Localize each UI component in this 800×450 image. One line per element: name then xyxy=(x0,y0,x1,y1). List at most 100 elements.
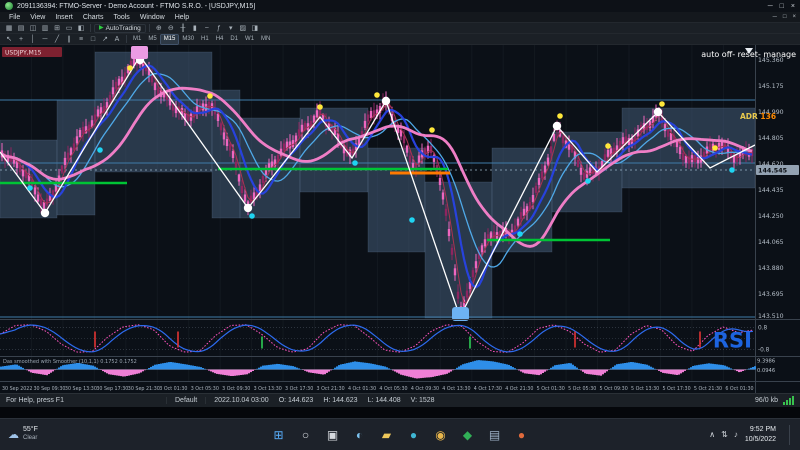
timeframe-d1[interactable]: D1 xyxy=(230,36,239,42)
task-view-icon[interactable]: ▣ xyxy=(326,427,339,442)
maximize-button[interactable]: □ xyxy=(779,2,784,10)
status-profile[interactable]: Default xyxy=(166,397,205,404)
status-volume: V: 1528 xyxy=(410,397,435,404)
text-label-icon[interactable]: A xyxy=(114,35,120,43)
chart-canvas[interactable]: 145.360 145.175 144.990 144.805 144.620 144.4… xyxy=(0,45,800,393)
close-button[interactable]: × xyxy=(790,2,795,10)
level-lines-layer xyxy=(0,99,755,318)
timeframe-h1[interactable]: H1 xyxy=(201,36,209,42)
cursor-icon[interactable]: ↖ xyxy=(6,36,12,43)
chart-shift-marker[interactable] xyxy=(745,48,753,54)
candle-mode-icon[interactable]: ▮ xyxy=(192,25,197,32)
time-label: 6 Oct 01:30 xyxy=(725,386,753,392)
metaeditor-icon[interactable]: ◨ xyxy=(251,25,259,32)
line-mode-icon[interactable]: ~ xyxy=(204,24,209,32)
signal-dot-cyan xyxy=(352,160,358,166)
chart-minimize-button[interactable]: ─ xyxy=(772,14,777,20)
volume-icon[interactable]: ♪ xyxy=(733,430,738,439)
terminal-icon[interactable]: ▭ xyxy=(65,25,73,32)
time-label: 3 Oct 21:30 xyxy=(317,386,345,392)
app-misc-icon[interactable]: ● xyxy=(517,427,526,442)
minimize-button[interactable]: ─ xyxy=(767,2,773,10)
data-window-icon[interactable]: ▥ xyxy=(41,25,49,32)
timeframe-w1[interactable]: W1 xyxy=(245,36,255,42)
time-axis: 30 Sep 2022 30 Sep 09:30 30 Sep 13:30 30 Se… xyxy=(2,386,754,392)
tray-chevron-icon[interactable]: ∧ xyxy=(709,430,716,439)
das-panel: Das smoothed with Smoother (10,1,1) 0.17… xyxy=(0,359,775,379)
copilot-icon[interactable]: ◐ xyxy=(355,427,364,442)
search-icon[interactable]: ○ xyxy=(301,427,310,442)
menu-bar: File View Insert Charts Tools Window Help ─ □ … xyxy=(0,12,800,23)
crosshair-icon[interactable]: + xyxy=(18,35,24,43)
timeframe-buttons: M1 M5 M15 M30 H1 H4 D1 W1 MN xyxy=(130,33,273,45)
timeframe-mn[interactable]: MN xyxy=(261,36,271,42)
autotrading-play-icon: ▶ xyxy=(99,25,104,31)
ma-blue xyxy=(1,64,753,289)
autotrading-button[interactable]: ▶ AutoTrading xyxy=(94,23,146,33)
menu-view[interactable]: View xyxy=(30,13,46,21)
fibonacci-icon[interactable]: ≡ xyxy=(78,35,84,43)
browser-chrome-icon[interactable]: ◉ xyxy=(435,427,446,442)
window-controls: ─ □ × xyxy=(768,3,795,10)
profiles-icon[interactable]: ▤ xyxy=(17,25,25,32)
templates-icon[interactable]: ▨ xyxy=(239,25,247,32)
timeframe-h4[interactable]: H4 xyxy=(215,36,224,42)
periods-icon[interactable]: ▾ xyxy=(229,25,233,32)
chart-close-button[interactable]: × xyxy=(792,14,796,20)
signal-dot-cyan xyxy=(729,167,735,173)
shapes-icon[interactable]: □ xyxy=(90,35,96,43)
price-label: 145.175 xyxy=(758,83,784,90)
swing-dot-white xyxy=(243,203,253,213)
menu-insert[interactable]: Insert xyxy=(55,13,73,21)
chart-restore-button[interactable]: □ xyxy=(782,14,787,20)
trendline-icon[interactable]: ╱ xyxy=(54,36,60,43)
new-order-icon[interactable]: ◧ xyxy=(77,25,85,32)
menu-tools[interactable]: Tools xyxy=(113,13,130,21)
menu-charts[interactable]: Charts xyxy=(82,13,104,21)
market-watch-icon[interactable]: ◫ xyxy=(29,25,37,32)
notepad-icon[interactable]: ▤ xyxy=(488,427,501,442)
bar-mode-icon[interactable]: ╫ xyxy=(180,24,186,32)
network-icon[interactable]: ⇅ xyxy=(721,430,728,439)
start-icon[interactable]: ⊞ xyxy=(273,427,284,442)
system-tray: ∧ ⇅ ♪ 9:52 PM 10/5/2022 xyxy=(709,424,792,445)
channel-icon[interactable]: ∥ xyxy=(67,36,71,43)
vertical-line-icon[interactable]: │ xyxy=(30,35,36,43)
timeframe-m15[interactable]: M15 xyxy=(159,33,180,45)
status-open: O: 144.623 xyxy=(278,397,314,404)
show-desktop-button[interactable] xyxy=(789,424,792,445)
timeframe-m30[interactable]: M30 xyxy=(182,36,195,42)
file-explorer-icon[interactable]: ▰ xyxy=(381,427,392,442)
chart-labels: USDJPY,M15 auto off- reset- manage ADR 136 xyxy=(2,47,796,121)
arrows-icon[interactable]: ↗ xyxy=(102,36,108,43)
title-bar: 2091136394: FTMO-Server - Demo Account -… xyxy=(0,0,800,12)
clock-date: 10/5/2022 xyxy=(744,435,776,443)
panel1-axis-label: -0.8 xyxy=(758,347,770,353)
signal-dot-yellow xyxy=(712,145,718,151)
weather-desc: Clear xyxy=(23,435,38,442)
navigator-icon[interactable]: ⊞ xyxy=(54,25,60,32)
zoom-in-icon[interactable]: ⊕ xyxy=(155,25,162,32)
time-label: 3 Oct 09:30 xyxy=(222,386,250,392)
time-label: 5 Oct 05:30 xyxy=(568,386,596,392)
menu-window[interactable]: Window xyxy=(139,13,165,21)
new-chart-icon[interactable]: ▦ xyxy=(5,25,13,32)
rsi-panel: RSI 0.8 -0.8 xyxy=(0,324,770,353)
menu-help[interactable]: Help xyxy=(174,13,190,21)
zoom-out-icon[interactable]: ⊖ xyxy=(167,25,174,32)
timeframe-m5[interactable]: M5 xyxy=(148,36,157,42)
browser-edge-icon[interactable]: ● xyxy=(409,427,418,442)
timeframe-m1[interactable]: M1 xyxy=(133,36,142,42)
weather-widget[interactable]: ☁ 55°F Clear xyxy=(8,426,38,442)
toolbar-separator xyxy=(90,24,91,32)
metatrader-icon[interactable]: ◆ xyxy=(462,427,473,442)
menu-file[interactable]: File xyxy=(9,13,21,21)
price-label: 144.620 xyxy=(758,161,784,168)
symbol-tag xyxy=(2,47,62,57)
horizontal-line-icon[interactable]: ─ xyxy=(42,35,48,43)
standard-toolbar: ▦ ▤ ◫ ▥ ⊞ ▭ ◧ ▶ AutoTrading ⊕ ⊖ ╫ ▮ ~ ƒ ▾ ▨ ◨ xyxy=(0,23,800,34)
swing-dot-white xyxy=(552,121,562,131)
indicators-icon[interactable]: ƒ xyxy=(216,24,221,32)
signal-dot-cyan xyxy=(409,217,415,223)
taskbar-clock[interactable]: 9:52 PM 10/5/2022 xyxy=(745,425,776,444)
